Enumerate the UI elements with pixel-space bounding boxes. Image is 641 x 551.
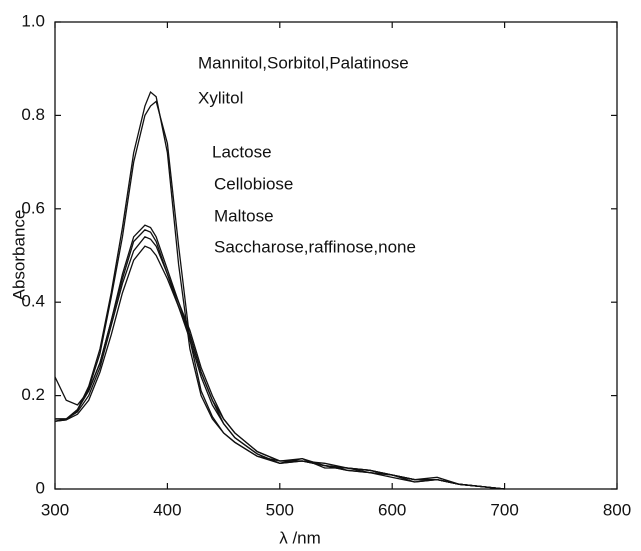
x-tick-label: 300 <box>41 500 69 519</box>
x-axis-label: λ /nm <box>279 528 321 547</box>
curve <box>55 90 505 490</box>
curve-label: Maltose <box>214 206 274 225</box>
y-tick-label: 0.6 <box>21 198 45 217</box>
y-tick-label: 0.2 <box>21 385 45 404</box>
y-axis-label: Absorbance <box>9 210 28 301</box>
y-tick-label: 1.0 <box>21 11 45 30</box>
curve <box>54 224 505 490</box>
curve-label: Mannitol,Sorbitol,Palatinose <box>198 53 409 72</box>
x-tick-label: 600 <box>378 500 406 519</box>
curve-label: Saccharose,raffinose,none <box>214 237 416 256</box>
curve <box>55 229 505 490</box>
curve <box>54 245 505 490</box>
curve-label: Lactose <box>212 142 272 161</box>
x-tick-label: 700 <box>490 500 518 519</box>
y-tick-label: 0.4 <box>21 292 45 311</box>
x-tick-label: 500 <box>266 500 294 519</box>
curve-label: Cellobiose <box>214 174 293 193</box>
curve <box>54 236 505 490</box>
x-tick-label: 800 <box>603 500 631 519</box>
x-tick-label: 400 <box>153 500 181 519</box>
plot-frame <box>54 21 618 490</box>
y-tick-label: 0 <box>36 478 45 497</box>
y-tick-label: 0.8 <box>21 105 45 124</box>
curve-label: Xylitol <box>198 88 243 107</box>
